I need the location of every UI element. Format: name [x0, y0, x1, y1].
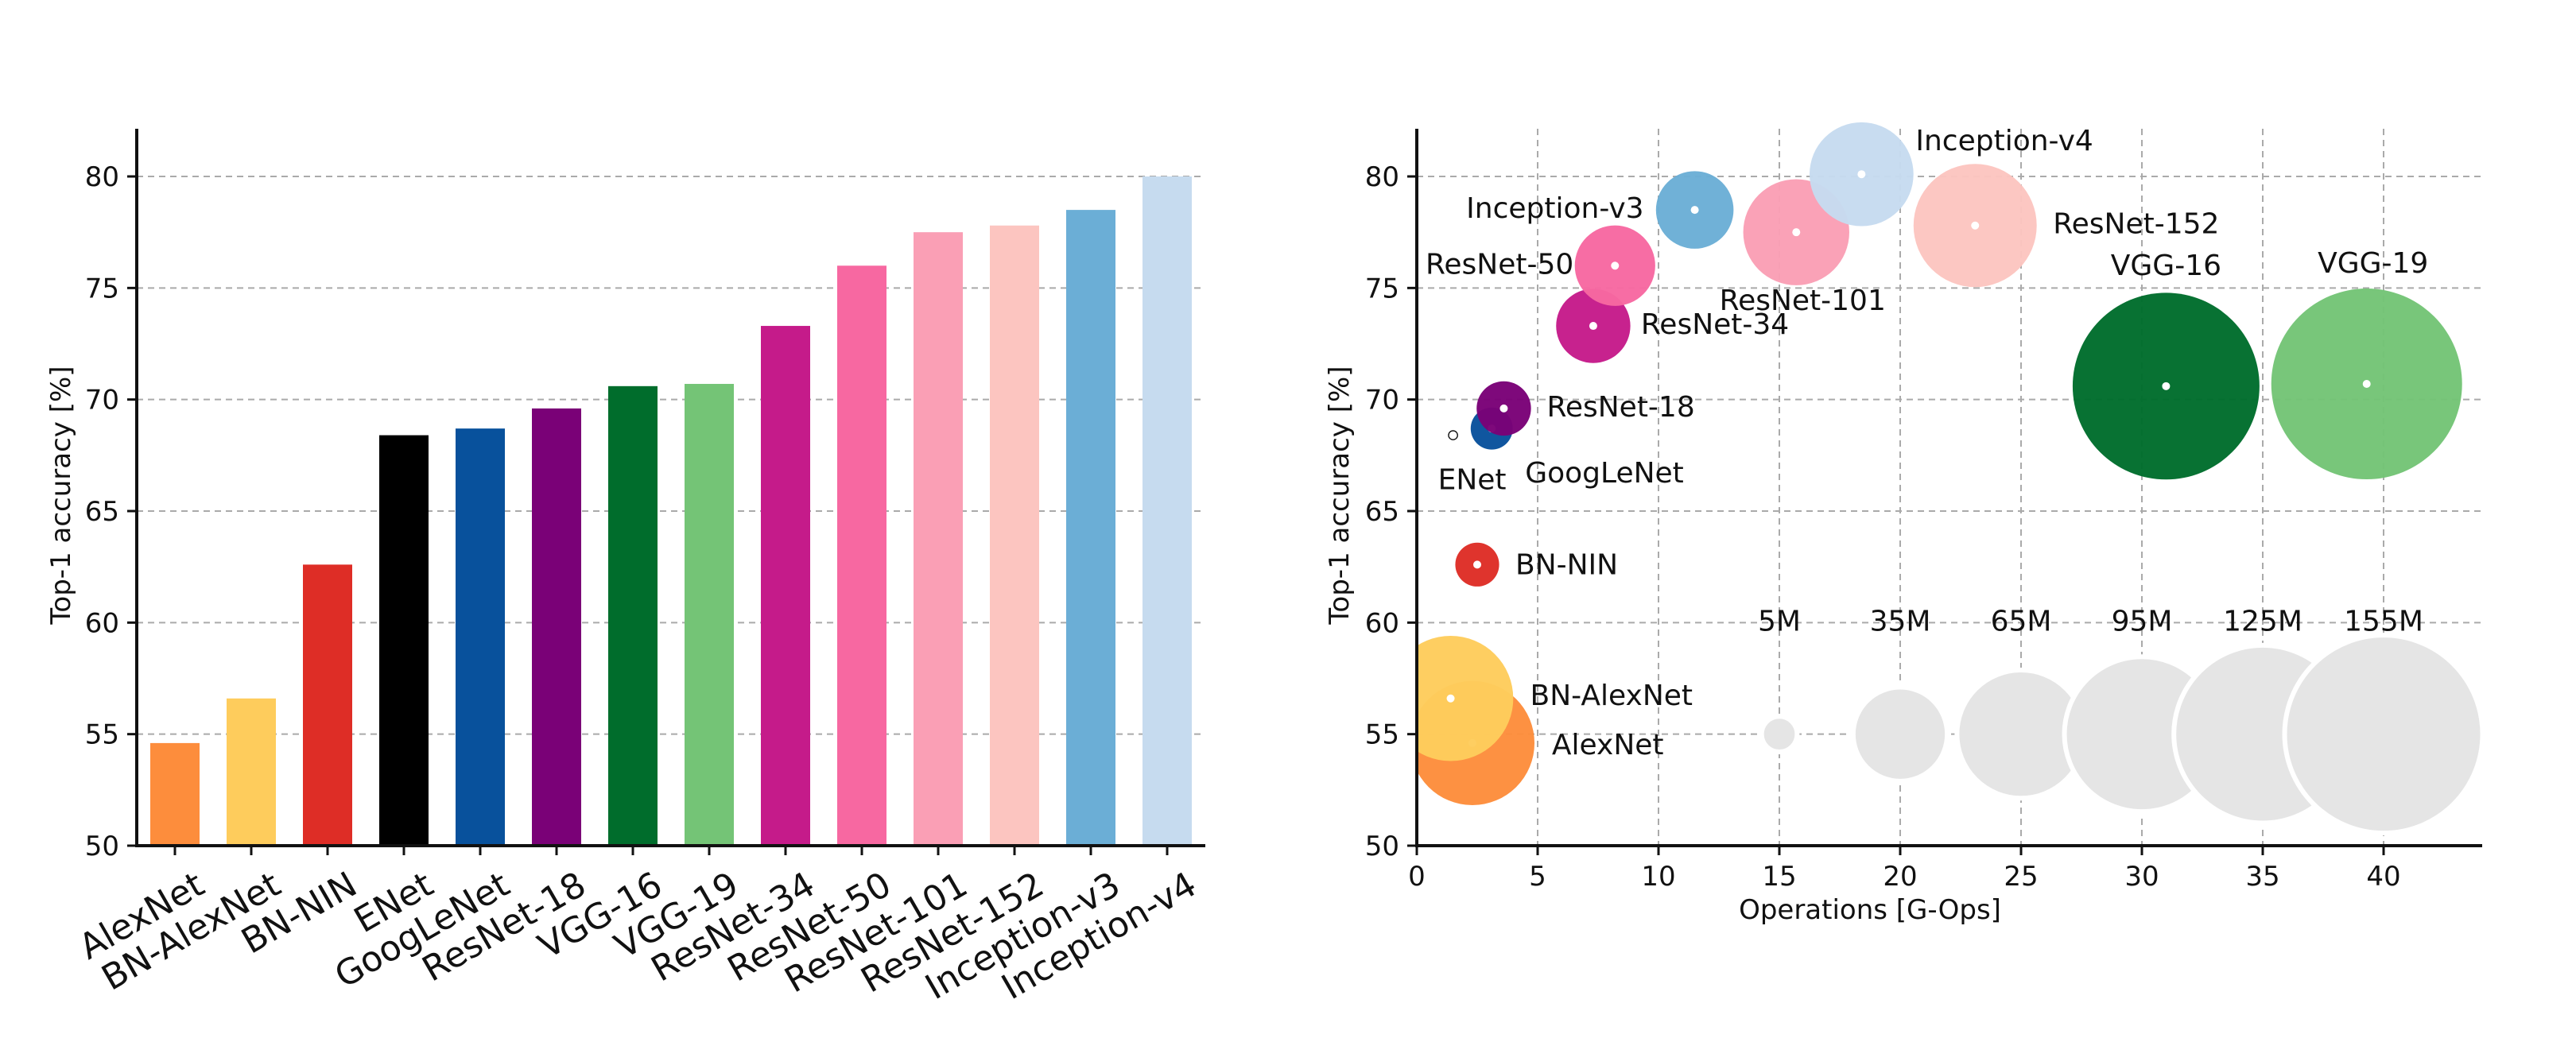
bubble-x-tick-label: 30: [2124, 861, 2159, 893]
size-legend-label: 5M: [1758, 605, 1801, 637]
size-legend-bubble-35m: [1850, 684, 1950, 784]
bubble-label-vgg-19: VGG-19: [2318, 247, 2428, 280]
bubble-label-googlenet: GoogLeNet: [1525, 457, 1684, 490]
bubble-center-vgg-19: [2362, 380, 2371, 389]
size-legend-bubble-155m: [2282, 633, 2482, 836]
bubble-bn-alexnet: [1417, 636, 1514, 761]
bubble-label-resnet-18: ResNet-18: [1546, 391, 1694, 424]
bubble-center-inception-v4: [1857, 170, 1866, 179]
bar-vgg-19: [685, 384, 734, 846]
bubble-center-resnet-152: [1971, 221, 1980, 230]
bar-resnet-34: [761, 326, 810, 846]
bubble-label-resnet-152: ResNet-152: [2053, 208, 2219, 241]
bar-y-tick-label: 80: [85, 161, 119, 193]
bubble-layer: [1417, 122, 2482, 836]
size-legend-label: 95M: [2112, 605, 2173, 637]
bubble-center-enet: [1449, 431, 1457, 440]
bubble-center-resnet-18: [1499, 404, 1508, 413]
bubble-x-axis-label: Operations [G-Ops]: [1739, 894, 2001, 926]
bar-resnet-101: [914, 232, 963, 846]
bubble-center-resnet-34: [1589, 322, 1597, 331]
bar-y-tick-label: 50: [85, 831, 119, 862]
size-legend-label: 35M: [1870, 605, 1931, 637]
bubble-label-inception-v3: Inception-v3: [1466, 192, 1643, 225]
bubble-y-tick-label: 65: [1365, 496, 1399, 528]
bar-y-tick-label: 60: [85, 607, 119, 639]
bubble-chart: 50 55 60 65 70 75 80 0 5 10 15 20 25 30 35 40 5M 35M 65M 95…: [1324, 122, 2482, 926]
bubble-x-tick-label: 15: [1762, 861, 1796, 893]
bar-chart: 50556065707580AlexNetBN-AlexNetBN-NINENe…: [45, 129, 1205, 1008]
bubble-label-alexnet: AlexNet: [1552, 729, 1664, 761]
bubble-label-resnet-50: ResNet-50: [1426, 248, 1573, 281]
bubble-y-tick-label: 50: [1365, 831, 1399, 862]
bubble-center-bn-nin: [1473, 560, 1481, 569]
bar-resnet-50: [837, 265, 886, 846]
bubble-y-tick-label: 60: [1365, 607, 1399, 639]
bar-vgg-16: [608, 385, 658, 846]
bar-enet: [379, 435, 429, 846]
bubble-center-vgg-16: [2162, 382, 2171, 390]
bubble-x-tick-label: 20: [1883, 861, 1917, 893]
size-legend-label: 125M: [2223, 605, 2302, 637]
bubble-axes-spine: [1415, 129, 2482, 847]
bar-y-tick-label: 55: [85, 719, 119, 751]
bubble-label-resnet-101: ResNet-101: [1720, 285, 1886, 317]
bubble-y-axis-label: Top-1 accuracy [%]: [1324, 366, 1356, 625]
bubble-y-tick-label: 70: [1365, 385, 1399, 416]
bubble-x-tick-label: 35: [2245, 861, 2279, 893]
size-legend-bubble-5m: [1759, 714, 1800, 755]
bubble-label-resnet-34: ResNet-34: [1641, 308, 1789, 341]
bubble-y-tick-label: 80: [1365, 161, 1399, 193]
bar-y-tick-label: 75: [85, 273, 119, 304]
bubble-y-tick-label: 75: [1365, 273, 1399, 304]
bar-googlenet: [456, 428, 505, 846]
bar-inception-v3: [1066, 210, 1115, 846]
bubble-x-tick-label: 5: [1529, 861, 1546, 893]
bar-resnet-18: [532, 408, 581, 846]
bar-y-tick-label: 70: [85, 385, 119, 416]
bar-y-axis-label: Top-1 accuracy [%]: [45, 366, 77, 625]
bar-axes-spine: [135, 129, 1205, 847]
bar-y-tick-label: 65: [85, 496, 119, 528]
bar-bn-alexnet: [227, 698, 276, 846]
bubble-y-tick-label: 55: [1365, 719, 1399, 751]
bubble-center-resnet-101: [1792, 228, 1801, 237]
bubble-x-tick-label: 10: [1641, 861, 1675, 893]
bar-alexnet: [150, 742, 200, 846]
bar-bn-nin: [303, 564, 352, 846]
bubble-center-inception-v3: [1690, 206, 1699, 215]
size-legend-label: 155M: [2344, 605, 2423, 637]
bubble-x-tick-label: 40: [2366, 861, 2400, 893]
bar-resnet-152: [990, 225, 1039, 846]
bubble-x-tick-label: 0: [1408, 861, 1426, 893]
bubble-center-bn-alexnet: [1446, 694, 1455, 703]
bubble-center-resnet-50: [1611, 261, 1620, 270]
bubble-label-enet: ENet: [1438, 464, 1507, 497]
bubble-label-bn-nin: BN-NIN: [1515, 548, 1618, 581]
bar-inception-v4: [1143, 176, 1192, 846]
bubble-x-tick-label: 25: [2004, 861, 2038, 893]
size-legend-label: 65M: [1991, 605, 2052, 637]
bubble-label-inception-v4: Inception-v4: [1915, 125, 2093, 157]
bubble-label-vgg-16: VGG-16: [2111, 250, 2221, 282]
bubble-label-bn-alexnet: BN-AlexNet: [1530, 680, 1693, 712]
